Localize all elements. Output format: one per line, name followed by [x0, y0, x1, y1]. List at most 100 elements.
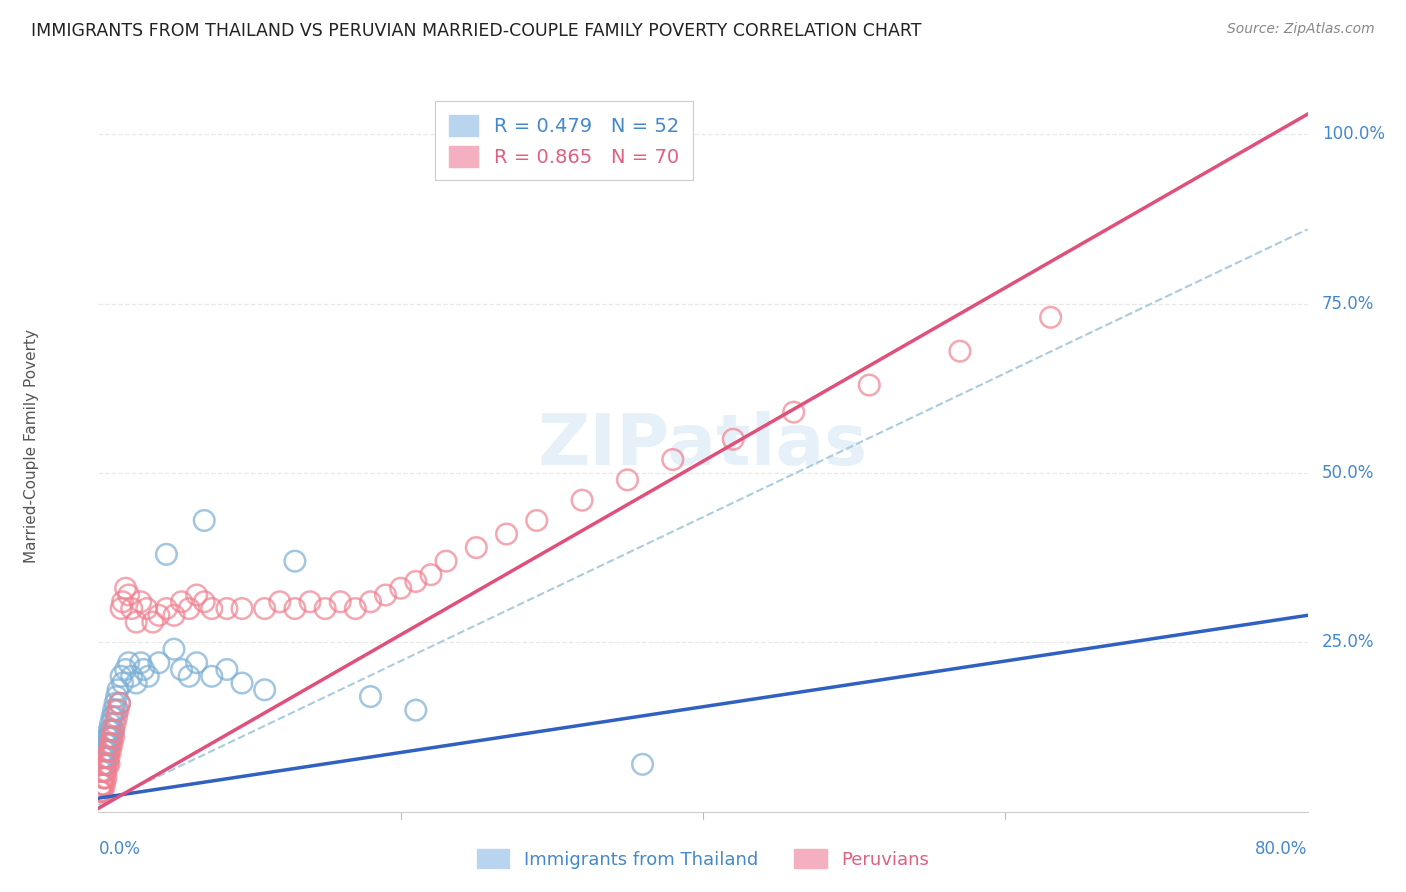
- Point: [121, 601, 143, 615]
- Point: [90, 784, 112, 798]
- Point: [186, 656, 208, 670]
- Point: [101, 730, 124, 744]
- Point: [284, 601, 307, 615]
- Point: [389, 581, 412, 595]
- Point: [125, 615, 148, 629]
- Point: [253, 601, 276, 615]
- Point: [201, 669, 224, 683]
- Point: [170, 663, 193, 677]
- Point: [329, 595, 352, 609]
- Point: [103, 703, 125, 717]
- Point: [420, 567, 443, 582]
- Point: [148, 656, 170, 670]
- Point: [105, 710, 128, 724]
- Point: [94, 737, 117, 751]
- Point: [91, 771, 114, 785]
- Point: [111, 676, 134, 690]
- Point: [201, 601, 224, 615]
- Point: [121, 669, 143, 683]
- Point: [93, 750, 115, 764]
- Text: 75.0%: 75.0%: [1322, 294, 1375, 313]
- Point: [170, 595, 193, 609]
- Point: [465, 541, 488, 555]
- Point: [100, 730, 122, 744]
- Point: [90, 778, 112, 792]
- Point: [107, 682, 129, 697]
- Text: 50.0%: 50.0%: [1322, 464, 1375, 482]
- Point: [100, 723, 122, 738]
- Text: 100.0%: 100.0%: [1322, 126, 1385, 144]
- Point: [155, 547, 177, 561]
- Point: [179, 601, 201, 615]
- Legend: R = 0.479   N = 52, R = 0.865   N = 70: R = 0.479 N = 52, R = 0.865 N = 70: [436, 101, 693, 180]
- Point: [108, 697, 131, 711]
- Point: [215, 601, 238, 615]
- Point: [186, 588, 208, 602]
- Point: [405, 574, 427, 589]
- Point: [105, 703, 128, 717]
- Point: [114, 663, 136, 677]
- Point: [163, 642, 186, 657]
- Point: [104, 697, 127, 711]
- Point: [114, 581, 136, 595]
- Point: [93, 744, 115, 758]
- Point: [104, 716, 127, 731]
- Point: [723, 432, 745, 446]
- Point: [98, 750, 121, 764]
- Point: [91, 750, 114, 764]
- Point: [98, 757, 121, 772]
- Point: [314, 601, 336, 615]
- Point: [269, 595, 291, 609]
- Point: [136, 669, 159, 683]
- Point: [179, 669, 201, 683]
- Point: [231, 676, 253, 690]
- Point: [405, 703, 427, 717]
- Point: [91, 757, 114, 772]
- Text: 0.0%: 0.0%: [98, 839, 141, 857]
- Point: [98, 723, 121, 738]
- Point: [360, 690, 382, 704]
- Point: [96, 744, 118, 758]
- Point: [155, 601, 177, 615]
- Point: [148, 608, 170, 623]
- Point: [100, 744, 122, 758]
- Point: [94, 750, 117, 764]
- Point: [110, 601, 132, 615]
- Point: [93, 757, 115, 772]
- Point: [89, 784, 111, 798]
- Point: [129, 656, 152, 670]
- Point: [111, 595, 134, 609]
- Point: [100, 737, 122, 751]
- Point: [105, 690, 128, 704]
- Point: [93, 764, 115, 778]
- Point: [93, 778, 115, 792]
- Text: 80.0%: 80.0%: [1256, 839, 1308, 857]
- Point: [616, 473, 638, 487]
- Point: [125, 676, 148, 690]
- Point: [1039, 310, 1062, 325]
- Point: [193, 595, 215, 609]
- Point: [495, 527, 517, 541]
- Point: [94, 771, 117, 785]
- Point: [103, 723, 125, 738]
- Point: [110, 669, 132, 683]
- Point: [118, 656, 141, 670]
- Point: [101, 723, 124, 738]
- Legend: Immigrants from Thailand, Peruvians: Immigrants from Thailand, Peruvians: [470, 842, 936, 876]
- Point: [163, 608, 186, 623]
- Point: [526, 514, 548, 528]
- Point: [96, 737, 118, 751]
- Text: ZIPatlas: ZIPatlas: [538, 411, 868, 481]
- Text: 25.0%: 25.0%: [1322, 633, 1375, 651]
- Point: [253, 682, 276, 697]
- Text: Source: ZipAtlas.com: Source: ZipAtlas.com: [1227, 22, 1375, 37]
- Point: [231, 601, 253, 615]
- Point: [135, 601, 157, 615]
- Point: [858, 378, 880, 392]
- Point: [132, 663, 155, 677]
- Point: [94, 757, 117, 772]
- Text: Married-Couple Family Poverty: Married-Couple Family Poverty: [24, 329, 39, 563]
- Point: [571, 493, 593, 508]
- Point: [129, 595, 152, 609]
- Point: [374, 588, 396, 602]
